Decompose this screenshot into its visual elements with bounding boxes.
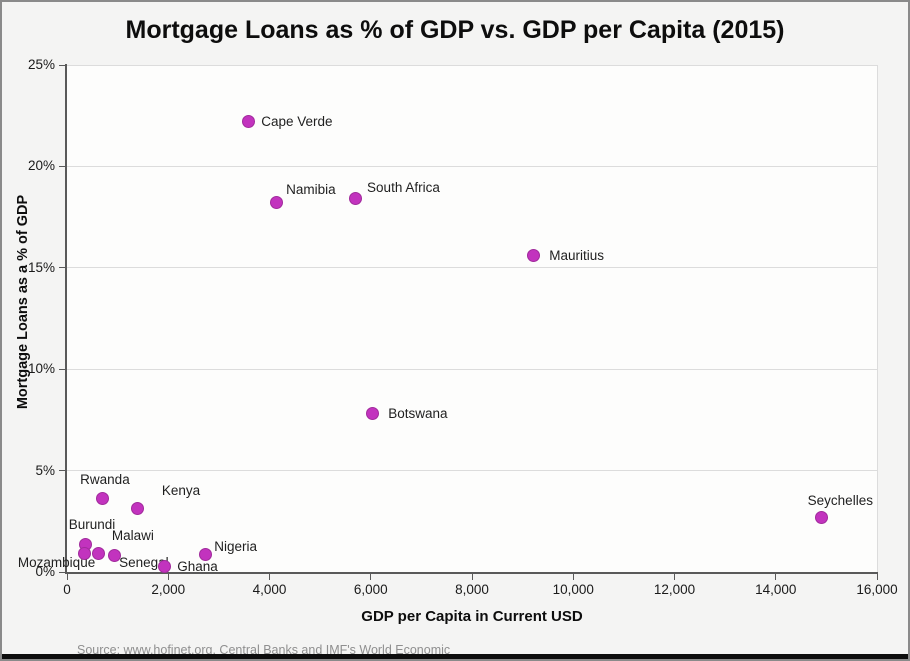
point-label-burundi: Burundi xyxy=(68,516,116,532)
x-tick-label: 4,000 xyxy=(252,582,287,597)
data-point-nigeria xyxy=(198,548,212,562)
gridline-15% xyxy=(67,267,877,269)
y-tick-label: 0% xyxy=(35,564,55,579)
x-tick-0 xyxy=(66,574,68,580)
point-label-kenya: Kenya xyxy=(161,483,201,499)
data-point-cape-verde xyxy=(241,115,255,129)
y-tick-25% xyxy=(59,64,65,66)
x-tick-16,000 xyxy=(876,574,878,580)
x-tick-14,000 xyxy=(775,574,777,580)
data-point-mozambique xyxy=(77,547,91,561)
data-point-rwanda xyxy=(96,492,110,506)
gridline-20% xyxy=(67,165,877,167)
gridline-10% xyxy=(67,368,877,370)
y-axis-line xyxy=(65,64,67,574)
point-label-south-africa: South Africa xyxy=(367,179,440,195)
plot-area xyxy=(67,65,878,572)
source-note: Source: www.hofinet.org, Central Banks a… xyxy=(77,643,451,657)
x-tick-label: 2,000 xyxy=(151,582,186,597)
data-point-malawi xyxy=(92,547,106,561)
y-tick-label: 10% xyxy=(27,361,55,377)
data-point-namibia xyxy=(269,196,283,210)
point-label-mauritius: Mauritius xyxy=(549,247,605,263)
data-point-senegal xyxy=(107,549,121,563)
x-tick-label: 10,000 xyxy=(552,582,594,597)
point-label-malawi: Malawi xyxy=(111,527,154,543)
y-tick-label: 25% xyxy=(27,57,55,72)
y-tick-20% xyxy=(59,165,65,167)
point-label-nigeria: Nigeria xyxy=(214,538,257,554)
y-tick-label: 5% xyxy=(35,462,55,478)
data-point-botswana xyxy=(365,407,379,421)
x-tick-label: 14,000 xyxy=(755,582,797,597)
data-point-south-africa xyxy=(348,192,362,206)
y-tick-10% xyxy=(59,368,65,370)
x-tick-6,000 xyxy=(370,574,372,580)
x-tick-label: 12,000 xyxy=(653,582,696,597)
point-label-seychelles: Seychelles xyxy=(807,493,873,509)
point-label-ghana: Ghana xyxy=(177,558,218,574)
y-tick-15% xyxy=(59,267,65,269)
data-point-seychelles xyxy=(814,510,828,524)
x-tick-label: 6,000 xyxy=(353,582,388,597)
point-label-mozambique: Mozambique xyxy=(17,554,96,570)
x-tick-8,000 xyxy=(471,574,473,580)
gridline-5% xyxy=(67,470,877,472)
y-tick-label: 15% xyxy=(27,259,55,275)
x-tick-label: 0 xyxy=(63,582,71,597)
bottom-bar xyxy=(2,654,908,659)
point-label-senegal: Senegal xyxy=(119,554,169,570)
x-tick-label: 8,000 xyxy=(455,582,489,597)
point-label-botswana: Botswana xyxy=(388,405,448,421)
point-label-rwanda: Rwanda xyxy=(80,471,130,487)
x-tick-12,000 xyxy=(674,574,675,580)
x-axis-title: GDP per Capita in Current USD xyxy=(361,608,583,625)
x-tick-label: 16,000 xyxy=(856,582,898,597)
gridline-25% xyxy=(67,64,877,66)
data-point-ghana xyxy=(157,560,171,574)
x-axis-line xyxy=(65,572,878,574)
x-tick-4,000 xyxy=(269,574,270,580)
y-tick-0% xyxy=(59,571,65,573)
x-tick-10,000 xyxy=(572,574,574,580)
chart-title: Mortgage Loans as % of GDP vs. GDP per C… xyxy=(125,16,785,44)
data-point-mauritius xyxy=(526,249,540,263)
point-label-cape-verde: Cape Verde xyxy=(261,113,333,129)
y-tick-5% xyxy=(59,470,65,472)
x-tick-2,000 xyxy=(167,574,169,580)
point-label-namibia: Namibia xyxy=(286,181,336,197)
y-tick-label: 20% xyxy=(27,158,55,174)
data-point-kenya xyxy=(131,501,145,515)
